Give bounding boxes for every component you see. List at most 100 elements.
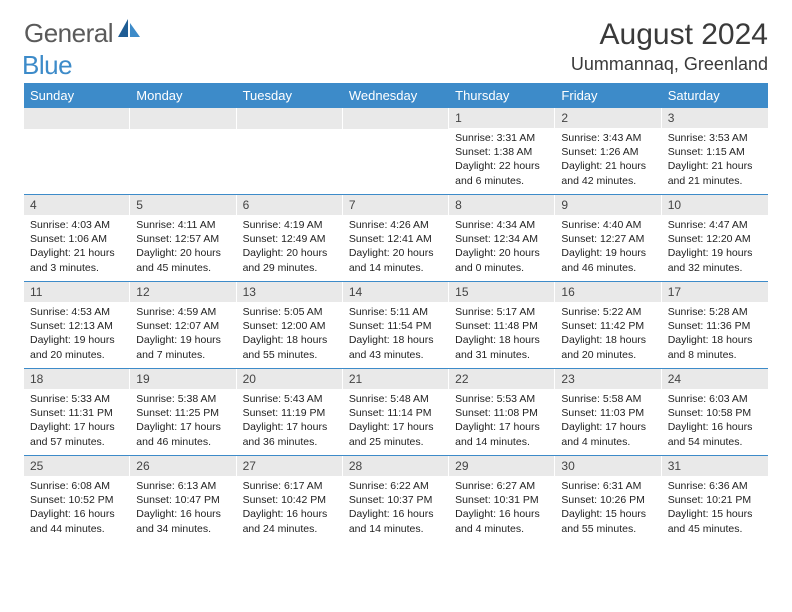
day-info: Sunrise: 5:17 AMSunset: 11:48 PMDaylight… <box>449 302 555 366</box>
sunset-text: Sunset: 12:41 AM <box>349 232 443 246</box>
sunset-text: Sunset: 11:08 PM <box>455 406 549 420</box>
day-info: Sunrise: 6:22 AMSunset: 10:37 PMDaylight… <box>343 476 449 540</box>
day-cell: 14Sunrise: 5:11 AMSunset: 11:54 PMDaylig… <box>343 282 449 368</box>
day-cell: 23Sunrise: 5:58 AMSunset: 11:03 PMDaylig… <box>555 369 661 455</box>
week-row: 18Sunrise: 5:33 AMSunset: 11:31 PMDaylig… <box>24 368 768 455</box>
day-info: Sunrise: 5:48 AMSunset: 11:14 PMDaylight… <box>343 389 449 453</box>
day-number: 3 <box>662 108 768 128</box>
daylight-text: Daylight: 19 hours and 32 minutes. <box>668 246 762 274</box>
day-info: Sunrise: 5:22 AMSunset: 11:42 PMDaylight… <box>555 302 661 366</box>
day-cell: 26Sunrise: 6:13 AMSunset: 10:47 PMDaylig… <box>130 456 236 542</box>
header: General August 2024 Uummannaq, Greenland <box>0 0 792 83</box>
day-cell: 19Sunrise: 5:38 AMSunset: 11:25 PMDaylig… <box>130 369 236 455</box>
daylight-text: Daylight: 16 hours and 44 minutes. <box>30 507 124 535</box>
sunset-text: Sunset: 10:47 PM <box>136 493 230 507</box>
sunset-text: Sunset: 12:13 AM <box>30 319 124 333</box>
sunrise-text: Sunrise: 5:58 AM <box>561 392 655 406</box>
sunset-text: Sunset: 11:03 PM <box>561 406 655 420</box>
sunrise-text: Sunrise: 6:27 AM <box>455 479 549 493</box>
day-info: Sunrise: 5:11 AMSunset: 11:54 PMDaylight… <box>343 302 449 366</box>
daylight-text: Daylight: 19 hours and 20 minutes. <box>30 333 124 361</box>
day-number: 18 <box>24 369 130 389</box>
sunrise-text: Sunrise: 5:05 AM <box>243 305 337 319</box>
sunrise-text: Sunrise: 5:33 AM <box>30 392 124 406</box>
sunrise-text: Sunrise: 5:17 AM <box>455 305 549 319</box>
daylight-text: Daylight: 16 hours and 4 minutes. <box>455 507 549 535</box>
day-number: 10 <box>662 195 768 215</box>
day-info: Sunrise: 5:58 AMSunset: 11:03 PMDaylight… <box>555 389 661 453</box>
sunset-text: Sunset: 10:42 PM <box>243 493 337 507</box>
day-number: 1 <box>449 108 555 128</box>
sunset-text: Sunset: 11:48 PM <box>455 319 549 333</box>
day-info: Sunrise: 4:53 AMSunset: 12:13 AMDaylight… <box>24 302 130 366</box>
day-cell: 18Sunrise: 5:33 AMSunset: 11:31 PMDaylig… <box>24 369 130 455</box>
sunset-text: Sunset: 12:49 AM <box>243 232 337 246</box>
day-info: Sunrise: 3:31 AMSunset: 1:38 AMDaylight:… <box>449 128 555 192</box>
daylight-text: Daylight: 20 hours and 29 minutes. <box>243 246 337 274</box>
day-info: Sunrise: 4:34 AMSunset: 12:34 AMDaylight… <box>449 215 555 279</box>
day-cell: 7Sunrise: 4:26 AMSunset: 12:41 AMDayligh… <box>343 195 449 281</box>
day-cell: 30Sunrise: 6:31 AMSunset: 10:26 PMDaylig… <box>555 456 661 542</box>
logo: General <box>24 18 145 49</box>
week-row: 1Sunrise: 3:31 AMSunset: 1:38 AMDaylight… <box>24 108 768 194</box>
sunset-text: Sunset: 11:42 PM <box>561 319 655 333</box>
day-cell: 4Sunrise: 4:03 AMSunset: 1:06 AMDaylight… <box>24 195 130 281</box>
day-cell: 22Sunrise: 5:53 AMSunset: 11:08 PMDaylig… <box>449 369 555 455</box>
day-number: 13 <box>237 282 343 302</box>
day-info: Sunrise: 5:38 AMSunset: 11:25 PMDaylight… <box>130 389 236 453</box>
day-number: 6 <box>237 195 343 215</box>
daylight-text: Daylight: 17 hours and 46 minutes. <box>136 420 230 448</box>
day-info: Sunrise: 5:43 AMSunset: 11:19 PMDaylight… <box>237 389 343 453</box>
daylight-text: Daylight: 19 hours and 46 minutes. <box>561 246 655 274</box>
day-info: Sunrise: 6:03 AMSunset: 10:58 PMDaylight… <box>662 389 768 453</box>
day-info: Sunrise: 6:27 AMSunset: 10:31 PMDaylight… <box>449 476 555 540</box>
sunset-text: Sunset: 10:37 PM <box>349 493 443 507</box>
day-header-row: Sunday Monday Tuesday Wednesday Thursday… <box>24 83 768 108</box>
sunset-text: Sunset: 1:38 AM <box>455 145 549 159</box>
sunset-text: Sunset: 12:20 AM <box>668 232 762 246</box>
sunrise-text: Sunrise: 5:53 AM <box>455 392 549 406</box>
sunrise-text: Sunrise: 6:17 AM <box>243 479 337 493</box>
day-number-empty <box>237 108 343 129</box>
day-header-thu: Thursday <box>449 83 555 108</box>
sunset-text: Sunset: 12:34 AM <box>455 232 549 246</box>
sunrise-text: Sunrise: 6:36 AM <box>668 479 762 493</box>
day-header-wed: Wednesday <box>343 83 449 108</box>
day-info: Sunrise: 4:40 AMSunset: 12:27 AMDaylight… <box>555 215 661 279</box>
daylight-text: Daylight: 20 hours and 45 minutes. <box>136 246 230 274</box>
daylight-text: Daylight: 18 hours and 31 minutes. <box>455 333 549 361</box>
sunrise-text: Sunrise: 4:19 AM <box>243 218 337 232</box>
daylight-text: Daylight: 15 hours and 55 minutes. <box>561 507 655 535</box>
sunrise-text: Sunrise: 6:13 AM <box>136 479 230 493</box>
daylight-text: Daylight: 16 hours and 14 minutes. <box>349 507 443 535</box>
day-cell: 28Sunrise: 6:22 AMSunset: 10:37 PMDaylig… <box>343 456 449 542</box>
day-info: Sunrise: 3:43 AMSunset: 1:26 AMDaylight:… <box>555 128 661 192</box>
sunrise-text: Sunrise: 5:11 AM <box>349 305 443 319</box>
day-number: 9 <box>555 195 661 215</box>
sunrise-text: Sunrise: 3:53 AM <box>668 131 762 145</box>
sunrise-text: Sunrise: 6:31 AM <box>561 479 655 493</box>
week-row: 4Sunrise: 4:03 AMSunset: 1:06 AMDaylight… <box>24 194 768 281</box>
sunset-text: Sunset: 12:57 AM <box>136 232 230 246</box>
day-info: Sunrise: 5:53 AMSunset: 11:08 PMDaylight… <box>449 389 555 453</box>
day-number: 30 <box>555 456 661 476</box>
sunset-text: Sunset: 12:00 AM <box>243 319 337 333</box>
day-number: 4 <box>24 195 130 215</box>
day-number: 15 <box>449 282 555 302</box>
daylight-text: Daylight: 20 hours and 14 minutes. <box>349 246 443 274</box>
logo-text-general: General <box>24 18 113 49</box>
daylight-text: Daylight: 17 hours and 14 minutes. <box>455 420 549 448</box>
day-number-empty <box>343 108 449 129</box>
sunset-text: Sunset: 10:58 PM <box>668 406 762 420</box>
sunrise-text: Sunrise: 4:11 AM <box>136 218 230 232</box>
day-cell: 1Sunrise: 3:31 AMSunset: 1:38 AMDaylight… <box>449 108 555 194</box>
day-number: 21 <box>343 369 449 389</box>
sunrise-text: Sunrise: 4:59 AM <box>136 305 230 319</box>
sunset-text: Sunset: 12:07 AM <box>136 319 230 333</box>
day-cell: 12Sunrise: 4:59 AMSunset: 12:07 AMDaylig… <box>130 282 236 368</box>
sunrise-text: Sunrise: 4:34 AM <box>455 218 549 232</box>
day-number: 8 <box>449 195 555 215</box>
sunrise-text: Sunrise: 5:28 AM <box>668 305 762 319</box>
daylight-text: Daylight: 21 hours and 3 minutes. <box>30 246 124 274</box>
day-number: 31 <box>662 456 768 476</box>
